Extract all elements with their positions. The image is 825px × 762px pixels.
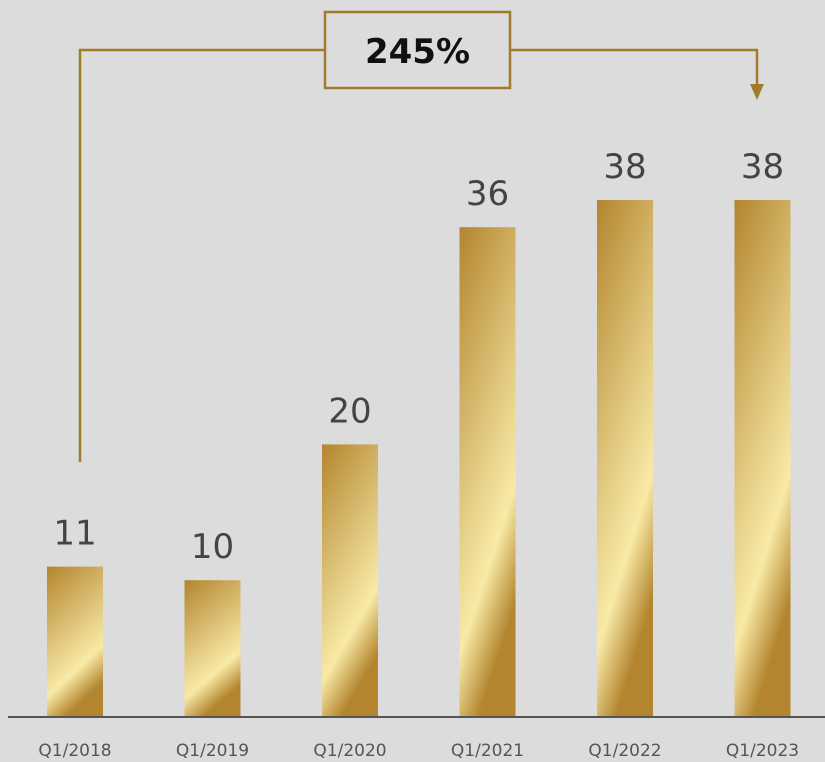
bar-q1-2023: [734, 200, 791, 716]
x-tick-label: Q1/2023: [726, 741, 799, 761]
annotation-label: 245%: [365, 32, 470, 72]
bars-group: [47, 200, 791, 716]
x-tick-labels-group: Q1/2018 Q1/2019 Q1/2020 Q1/2021 Q1/2022 Q1/20…: [38, 741, 799, 761]
data-label: 20: [328, 391, 371, 431]
x-tick-label: Q1/2020: [313, 741, 386, 761]
bar-q1-2018: [47, 566, 103, 716]
x-tick-label: Q1/2018: [38, 741, 111, 761]
bar-q1-2021: [459, 227, 516, 716]
growth-annotation: 245%: [78, 10, 764, 462]
data-labels-group: 11 10 20 36 38 38: [53, 147, 784, 567]
arrow-down-icon: [750, 84, 764, 100]
data-label: 36: [466, 174, 509, 214]
bar-q1-2022: [597, 200, 653, 716]
bar-q1-2020: [322, 444, 378, 716]
data-label: 11: [53, 514, 96, 554]
annotation-box: [323, 10, 512, 90]
data-label: 38: [603, 147, 646, 187]
x-tick-label: Q1/2021: [451, 741, 524, 761]
bracket-right-line: [510, 48, 759, 86]
data-label: 10: [191, 527, 234, 567]
bar-q1-2019: [184, 580, 241, 716]
data-label: 38: [741, 147, 784, 187]
x-tick-label: Q1/2019: [176, 741, 249, 761]
x-tick-label: Q1/2022: [588, 741, 661, 761]
bracket-left-line: [78, 48, 325, 462]
